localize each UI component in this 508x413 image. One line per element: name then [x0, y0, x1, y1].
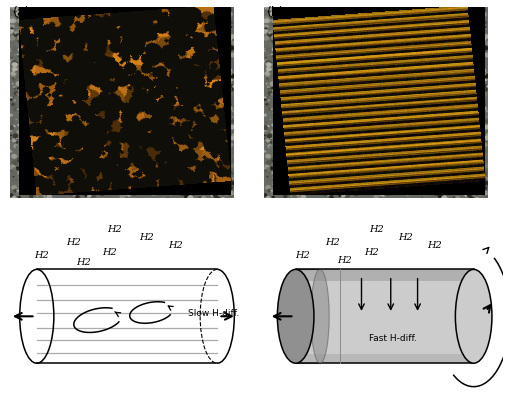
Text: H2: H2: [139, 233, 154, 241]
Text: H2: H2: [107, 225, 122, 234]
Text: H2: H2: [364, 247, 378, 256]
Text: H2: H2: [325, 237, 340, 247]
Text: Fast H-diff.: Fast H-diff.: [369, 334, 417, 342]
Text: H2: H2: [76, 258, 90, 267]
Text: H2: H2: [398, 233, 413, 241]
Ellipse shape: [277, 270, 314, 363]
Text: H2: H2: [66, 237, 81, 247]
Text: H2: H2: [296, 250, 310, 259]
Text: H2: H2: [168, 240, 183, 249]
Ellipse shape: [311, 270, 329, 363]
Text: H2: H2: [103, 247, 117, 256]
Text: H2: H2: [34, 250, 49, 259]
Ellipse shape: [455, 270, 492, 363]
FancyBboxPatch shape: [296, 354, 473, 363]
FancyBboxPatch shape: [296, 270, 473, 281]
Text: H2: H2: [427, 240, 442, 249]
FancyBboxPatch shape: [296, 270, 473, 363]
Text: (a): (a): [13, 6, 30, 19]
Text: (b): (b): [267, 6, 284, 19]
Text: Slow H-diff.: Slow H-diff.: [188, 308, 239, 317]
Text: H2: H2: [369, 225, 384, 234]
Text: H2: H2: [337, 255, 352, 264]
